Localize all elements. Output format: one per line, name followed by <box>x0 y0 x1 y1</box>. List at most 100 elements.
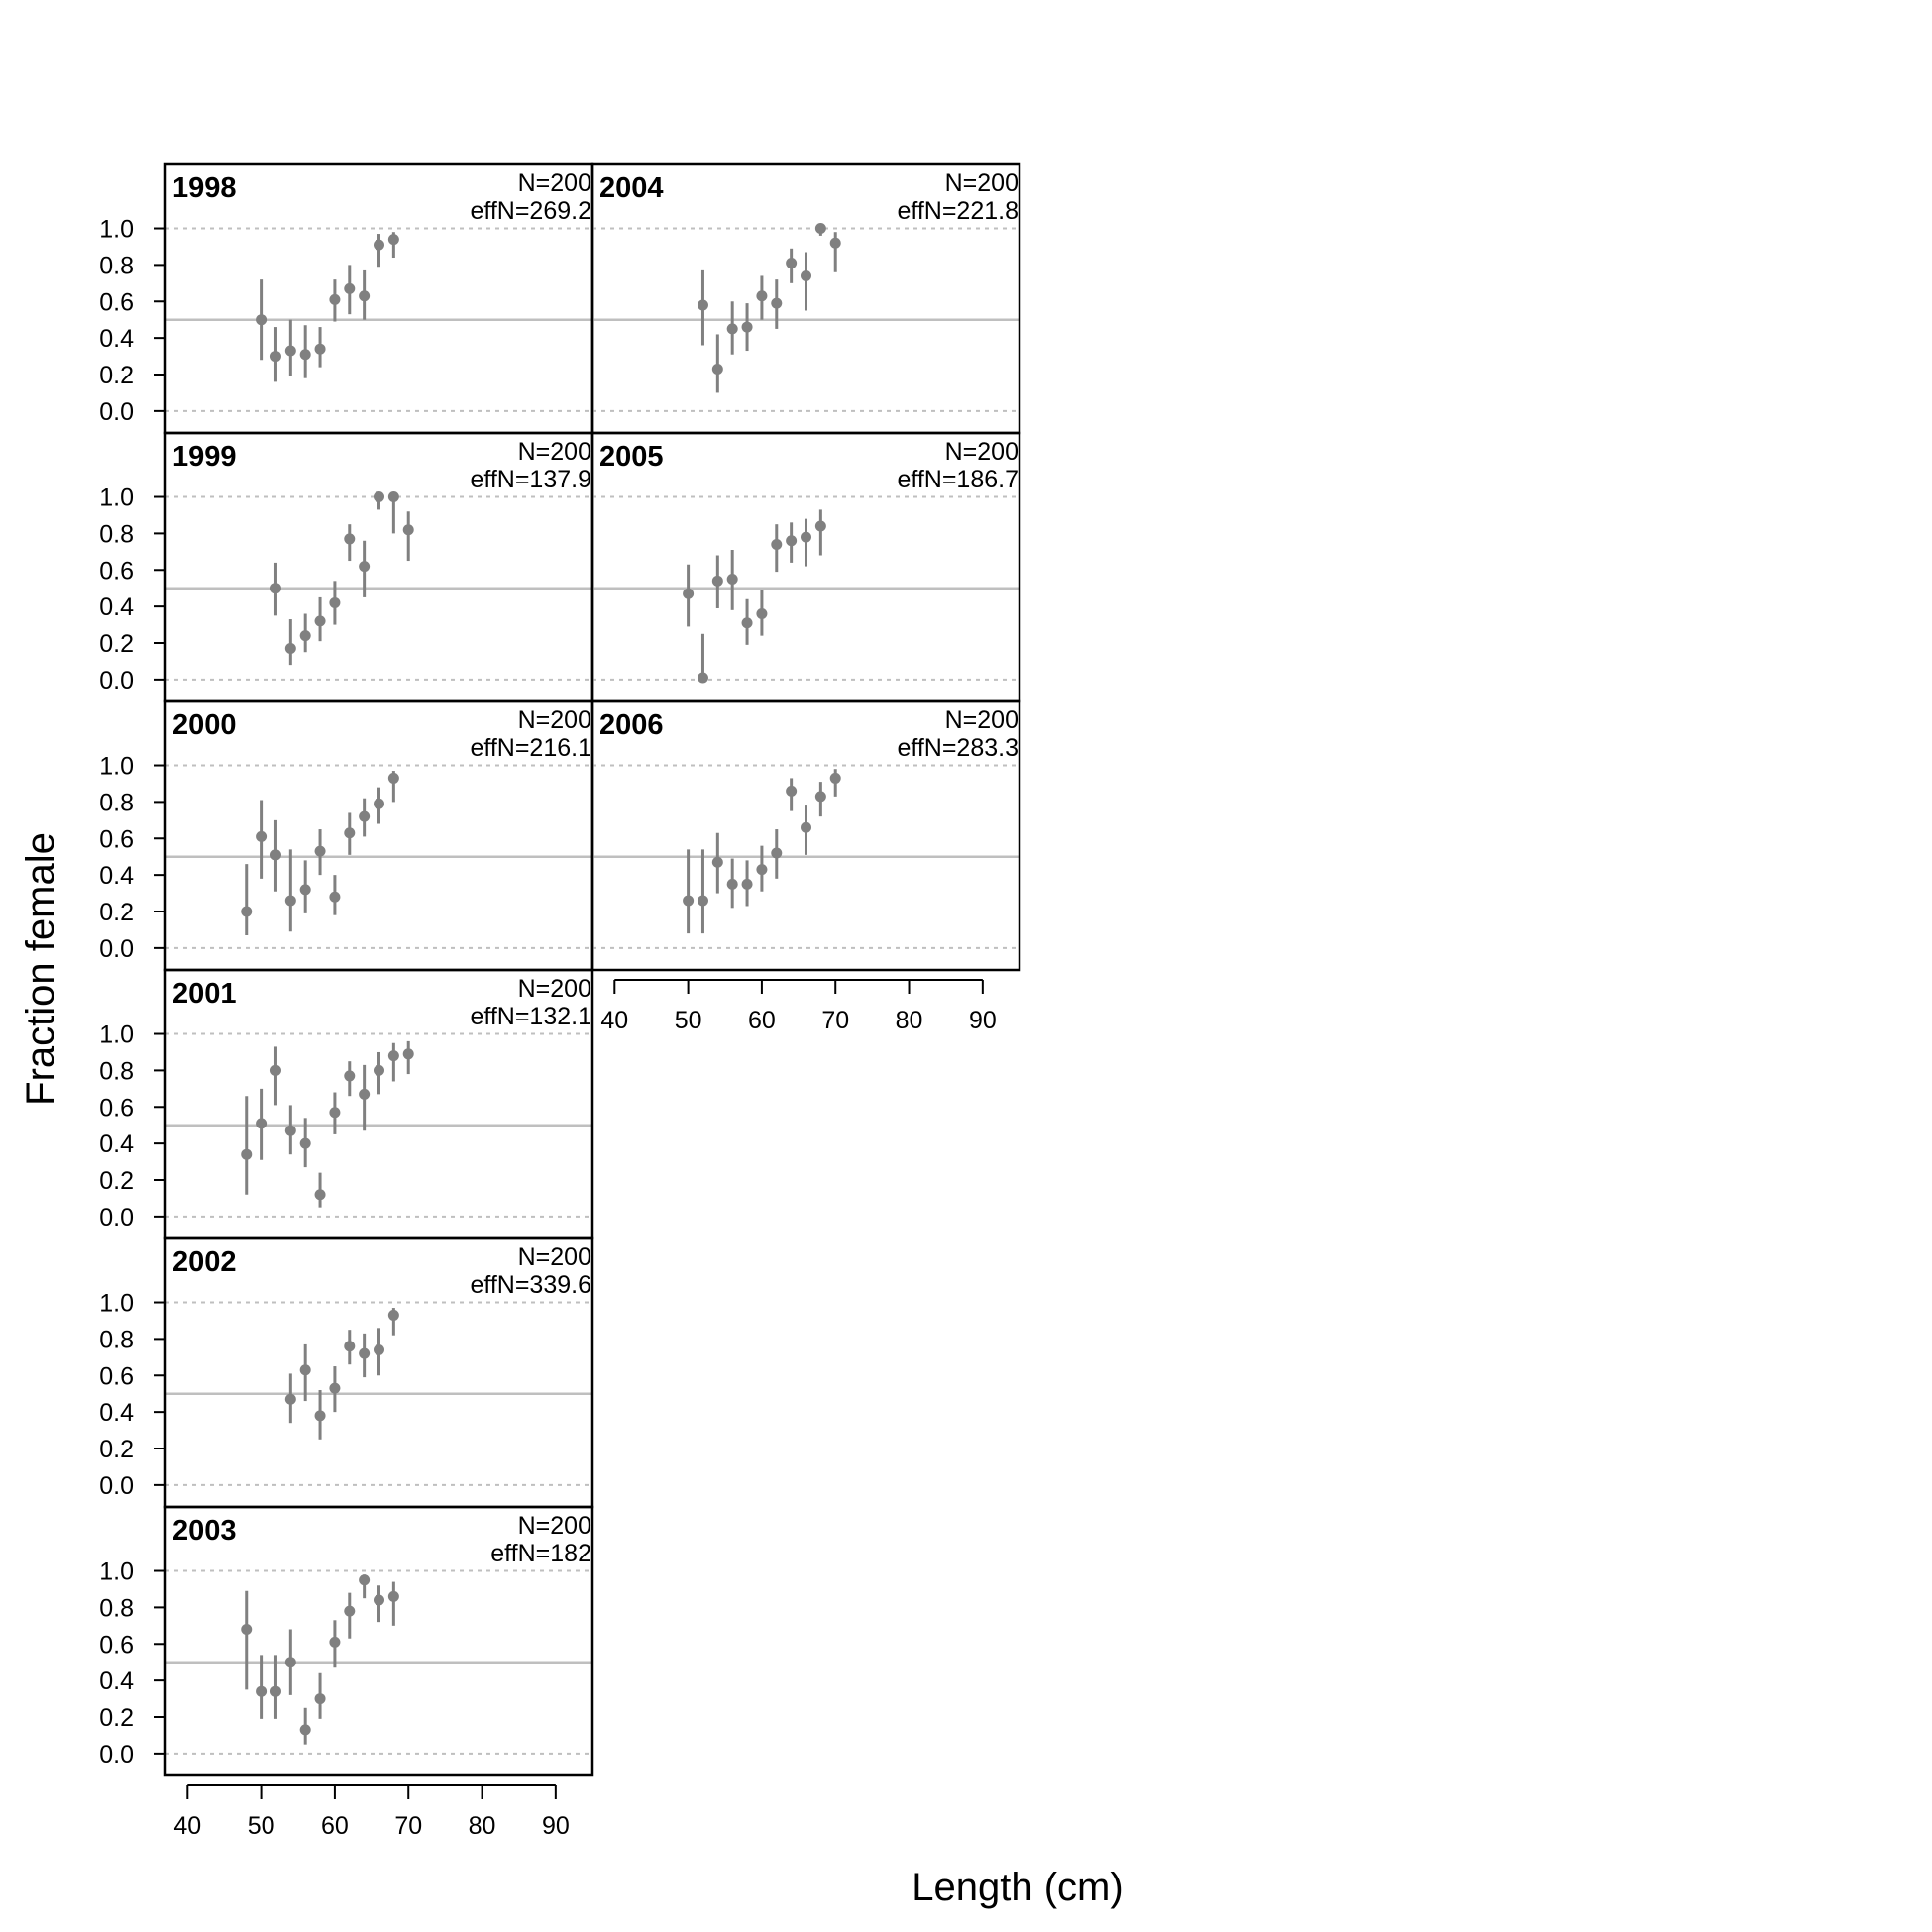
data-point <box>726 323 738 335</box>
panel-effn-label: effN=339.6 <box>470 1271 591 1299</box>
data-point <box>697 299 708 311</box>
data-point <box>374 798 384 809</box>
y-tick-label: 0.0 <box>99 1741 134 1769</box>
data-point <box>314 845 326 857</box>
y-tick-label: 1.0 <box>99 753 134 781</box>
data-point <box>256 1685 268 1697</box>
data-point <box>269 1064 281 1076</box>
data-point <box>329 596 341 608</box>
y-tick-label: 0.2 <box>99 1704 134 1732</box>
data-point <box>329 1636 341 1648</box>
data-point <box>241 906 253 917</box>
data-point <box>756 290 768 302</box>
data-point <box>829 772 841 784</box>
y-tick-label: 0.4 <box>99 1399 134 1427</box>
y-tick-label: 0.6 <box>99 1631 134 1659</box>
x-tick-label: 90 <box>542 1812 570 1840</box>
data-point <box>402 1048 414 1060</box>
data-point <box>359 810 371 822</box>
data-point <box>786 535 798 547</box>
y-tick-label: 0.2 <box>99 630 134 658</box>
data-point <box>314 343 326 355</box>
data-point <box>801 821 811 833</box>
data-point <box>756 608 768 620</box>
y-tick-label: 0.8 <box>99 252 134 279</box>
y-tick-label: 0.8 <box>99 789 134 816</box>
y-tick-label: 0.8 <box>99 520 134 548</box>
data-point <box>726 878 738 890</box>
data-point <box>814 223 826 235</box>
data-point <box>387 1590 399 1602</box>
data-point <box>344 1341 356 1352</box>
data-point <box>344 1070 356 1082</box>
panel-n-label: N=200 <box>945 169 1019 197</box>
data-point <box>771 538 783 550</box>
data-point <box>741 321 753 333</box>
panel-effn-label: effN=182 <box>490 1540 591 1567</box>
y-tick-label: 0.4 <box>99 593 134 621</box>
data-point <box>786 258 798 269</box>
y-tick-label: 0.0 <box>99 1204 134 1232</box>
data-point <box>711 363 723 375</box>
data-point <box>771 847 783 859</box>
y-tick-label: 1.0 <box>99 1558 134 1586</box>
data-point <box>299 630 311 642</box>
data-point <box>359 1088 371 1100</box>
data-point <box>829 237 841 249</box>
panel-year-label: 2000 <box>172 709 237 741</box>
data-point <box>683 895 695 907</box>
panel-effn-label: effN=216.1 <box>470 734 591 762</box>
data-point <box>256 1118 268 1129</box>
x-tick-label: 40 <box>173 1812 201 1840</box>
y-tick-label: 1.0 <box>99 484 134 512</box>
panel-effn-label: effN=283.3 <box>897 734 1019 762</box>
y-axis-label: Fraction female <box>19 832 62 1106</box>
data-point <box>241 1148 253 1160</box>
y-tick-label: 0.2 <box>99 1167 134 1195</box>
y-tick-label: 0.8 <box>99 1326 134 1353</box>
data-point <box>284 1125 296 1136</box>
y-tick-label: 0.4 <box>99 1667 134 1695</box>
y-tick-label: 0.6 <box>99 1094 134 1122</box>
x-tick-label: 90 <box>969 1007 997 1034</box>
data-point <box>269 583 281 594</box>
data-point <box>756 864 768 876</box>
y-tick-label: 0.0 <box>99 398 134 426</box>
y-tick-label: 0.6 <box>99 557 134 585</box>
x-tick-label: 40 <box>600 1007 628 1034</box>
data-point <box>329 1107 341 1119</box>
data-point <box>299 1364 311 1376</box>
panel-year-label: 2004 <box>599 172 664 204</box>
panel-effn-label: effN=221.8 <box>897 197 1019 225</box>
x-tick-label: 80 <box>896 1007 923 1034</box>
y-tick-label: 0.4 <box>99 862 134 890</box>
data-point <box>359 1347 371 1359</box>
data-point <box>359 290 371 302</box>
y-tick-label: 0.2 <box>99 362 134 389</box>
data-point <box>329 1382 341 1394</box>
panel-n-label: N=200 <box>518 169 591 197</box>
data-point <box>299 884 311 896</box>
panel-year-label: 2006 <box>599 709 664 741</box>
data-point <box>683 588 695 599</box>
panel-effn-label: effN=269.2 <box>470 197 591 225</box>
data-point <box>374 239 384 251</box>
data-point <box>359 561 371 573</box>
data-point <box>256 314 268 326</box>
y-tick-label: 1.0 <box>99 1290 134 1318</box>
panel-frame <box>590 699 1021 972</box>
data-point <box>329 293 341 305</box>
panel-n-label: N=200 <box>518 706 591 734</box>
x-tick-label: 70 <box>821 1007 849 1034</box>
data-point <box>314 1693 326 1705</box>
data-point <box>697 672 708 684</box>
data-point <box>374 1064 384 1076</box>
data-point <box>801 269 811 281</box>
data-point <box>284 895 296 907</box>
data-point <box>299 1137 311 1149</box>
data-point <box>374 491 384 503</box>
y-tick-label: 0.4 <box>99 1130 134 1158</box>
